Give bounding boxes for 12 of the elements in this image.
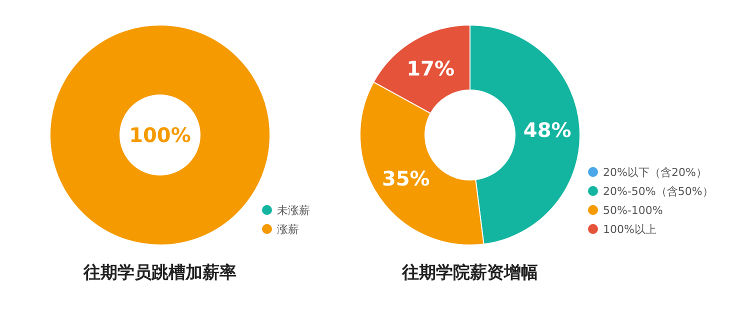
legend-label: 20%以下（含20%） bbox=[603, 166, 707, 179]
legend-label: 涨薪 bbox=[277, 222, 299, 236]
legend-label: 未涨薪 bbox=[277, 204, 310, 217]
data-label: 35% bbox=[382, 166, 430, 191]
data-label: 17% bbox=[406, 56, 454, 80]
text: 往期学院薪资增幅 bbox=[401, 263, 538, 283]
legend-label: 20%-50%（含50%） bbox=[603, 184, 714, 198]
data-label: 48% bbox=[523, 118, 572, 142]
legend-label: 100%以上 bbox=[603, 222, 656, 236]
text: 往期学员跳槽加薪率 bbox=[82, 263, 236, 283]
data-label: 100% bbox=[129, 123, 191, 147]
legend-label: 50%-100% bbox=[603, 204, 663, 217]
